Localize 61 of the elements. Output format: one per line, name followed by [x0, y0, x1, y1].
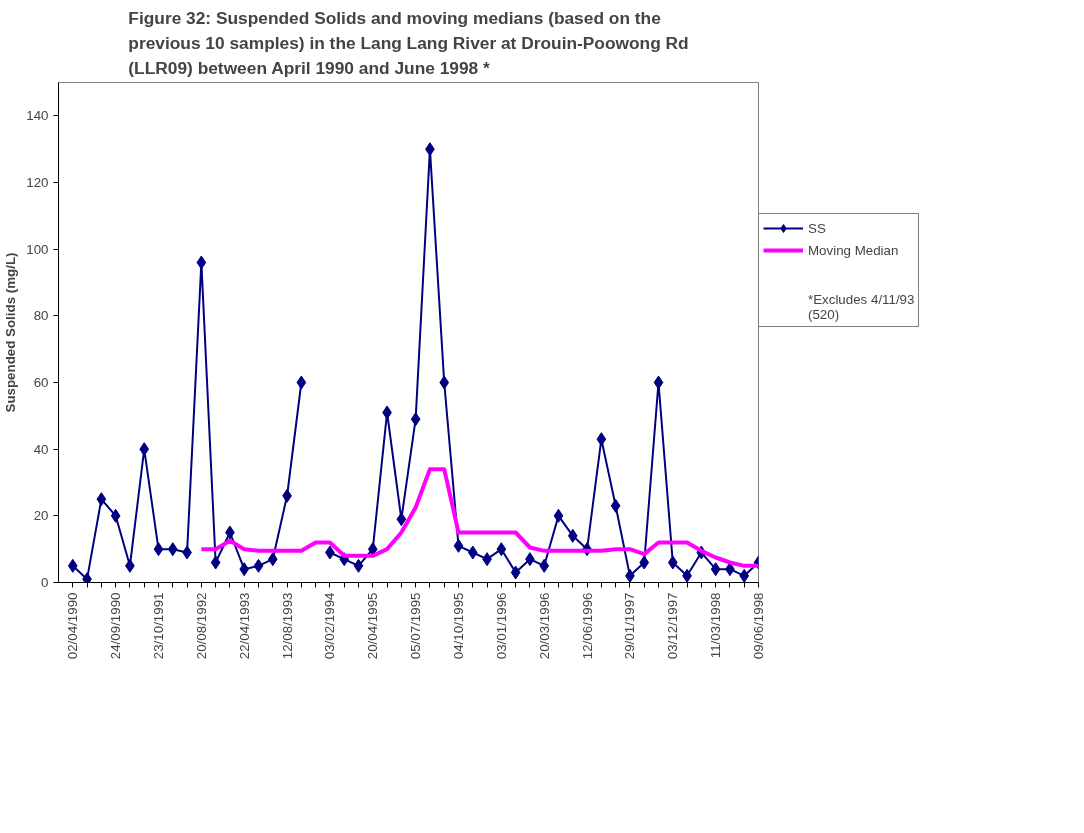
point	[496, 542, 507, 557]
point	[82, 572, 92, 583]
x-tick-label: 20/08/1992	[193, 592, 209, 660]
point	[253, 558, 264, 573]
x-tick-label: 11/03/1998	[708, 592, 724, 659]
point	[639, 555, 650, 570]
x-tick-label: 03/12/1997	[665, 592, 681, 660]
point	[467, 545, 478, 560]
point	[153, 542, 164, 557]
x-tick-label: 23/10/1991	[151, 592, 166, 660]
point	[739, 568, 750, 583]
x-tick-label: 20/04/1995	[365, 592, 381, 660]
x-tick-label: 02/04/1990	[65, 592, 81, 660]
point	[96, 492, 107, 507]
x-tick-label: 04/10/1995	[451, 592, 466, 660]
x-tick-label: 09/06/1998	[751, 592, 766, 660]
point	[210, 555, 221, 570]
x-tick-label: 12/06/1996	[579, 592, 595, 660]
point	[596, 432, 607, 447]
point	[110, 508, 121, 523]
y-tick-label: 60	[33, 375, 49, 390]
point	[396, 512, 407, 527]
y-tick-label: 0	[41, 575, 49, 590]
x-tick-label: 03/01/1996	[493, 592, 509, 660]
y-tick-label: 80	[33, 308, 49, 324]
y-axis-title: Suspended Solids (mg/L)	[3, 252, 19, 413]
point	[239, 562, 250, 577]
y-tick-label: 40	[33, 441, 49, 457]
point	[553, 508, 564, 523]
point	[653, 375, 664, 390]
x-tick-label: 05/07/1995	[408, 592, 424, 660]
point	[567, 528, 578, 543]
point	[439, 375, 450, 390]
y-tick-label: 120	[26, 175, 49, 190]
point	[610, 498, 621, 513]
point	[667, 555, 678, 570]
point	[296, 375, 307, 390]
text: *Excludes 4/11/93 (520)	[808, 291, 915, 322]
point	[353, 558, 364, 573]
x-tick-label: 29/01/1997	[622, 592, 638, 660]
point	[67, 558, 78, 573]
x-tick-label: 22/04/1993	[236, 592, 252, 660]
x-tick-label: 03/02/1994	[322, 591, 338, 660]
x-tick-label: 24/09/1990	[108, 592, 124, 660]
point	[710, 562, 721, 577]
point	[453, 538, 464, 553]
point	[167, 542, 178, 557]
x-tick-label: 12/08/1993	[279, 592, 295, 660]
legend-label: Moving Median	[808, 242, 899, 258]
point	[196, 255, 207, 270]
legend-label: SS	[808, 220, 827, 236]
point	[139, 442, 150, 457]
point	[267, 552, 278, 567]
x-tick-label: 20/03/1996	[536, 592, 552, 660]
y-tick-label: 100	[26, 241, 49, 257]
y-tick-label: 140	[26, 108, 49, 124]
point	[539, 558, 550, 573]
chart-title: Figure 32: Suspended Solids and moving medians (based on the previous 10 samples) in the Lang Lang River at Drouin-Poowong Rd (LLR09) between April 1990 and June 1998 *	[128, 7, 689, 78]
point	[510, 565, 521, 580]
y-tick-label: 20	[33, 508, 49, 524]
point	[410, 412, 421, 427]
